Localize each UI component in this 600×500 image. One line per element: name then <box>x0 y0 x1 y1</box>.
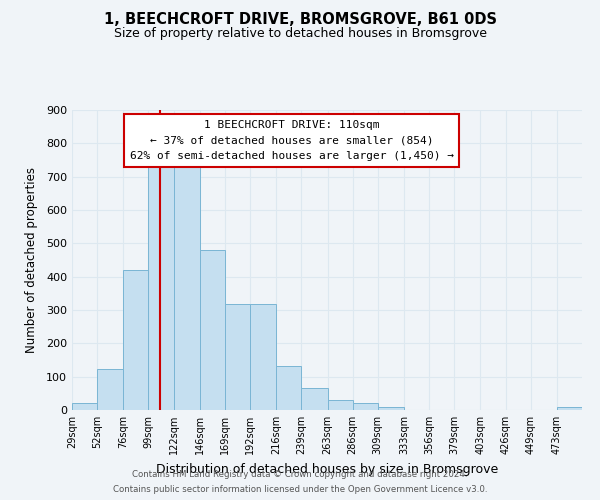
Bar <box>250 304 276 410</box>
Text: 1, BEECHCROFT DRIVE, BROMSGROVE, B61 0DS: 1, BEECHCROFT DRIVE, BROMSGROVE, B61 0DS <box>104 12 497 28</box>
Bar <box>173 165 200 410</box>
Y-axis label: Number of detached properties: Number of detached properties <box>25 167 38 353</box>
Text: 1 BEECHCROFT DRIVE: 110sqm
← 37% of detached houses are smaller (854)
62% of sem: 1 BEECHCROFT DRIVE: 110sqm ← 37% of deta… <box>130 120 454 161</box>
Text: Contains public sector information licensed under the Open Government Licence v3: Contains public sector information licen… <box>113 485 487 494</box>
Bar <box>276 366 301 410</box>
Bar <box>124 270 148 410</box>
Bar <box>353 402 378 410</box>
X-axis label: Distribution of detached houses by size in Bromsgrove: Distribution of detached houses by size … <box>156 462 498 475</box>
Bar <box>225 304 250 410</box>
Bar <box>301 388 328 410</box>
Bar <box>557 408 582 410</box>
Bar <box>200 250 225 410</box>
Bar <box>148 165 173 410</box>
Bar <box>72 402 97 410</box>
Text: Size of property relative to detached houses in Bromsgrove: Size of property relative to detached ho… <box>113 28 487 40</box>
Text: Contains HM Land Registry data © Crown copyright and database right 2024.: Contains HM Land Registry data © Crown c… <box>132 470 468 479</box>
Bar <box>328 400 353 410</box>
Bar <box>378 406 404 410</box>
Bar <box>97 370 124 410</box>
